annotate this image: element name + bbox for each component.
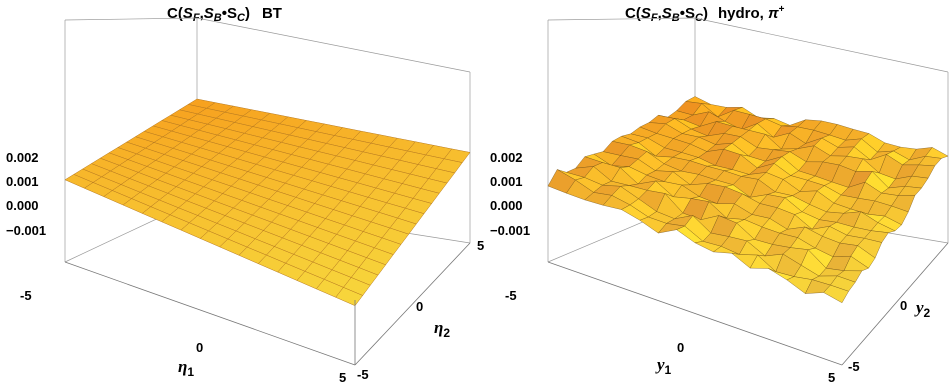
panel-bt-surface: [64, 98, 471, 307]
panel-bt-box-front: [64, 242, 471, 366]
panel-hydro-x-ticks: -5 0 5: [505, 288, 835, 383]
z-tick: 0.000: [6, 198, 39, 213]
surface-patch: [335, 287, 364, 307]
y-tick: -5: [848, 359, 860, 374]
panel-bt-z-ticks: 0.002 0.001 0.000 −0.001: [6, 150, 46, 238]
z-tick: 0.000: [490, 198, 523, 213]
panel-hydro: C(SF,SB•SC) hydro, π+ 0.002 0.001 0.000 −…: [490, 4, 949, 383]
panel-hydro-title: C(SF,SB•SC) hydro, π+: [625, 4, 785, 24]
panel-hydro-z-ticks: 0.002 0.001 0.000 −0.001: [490, 150, 530, 238]
x-tick: 5: [828, 370, 835, 383]
z-tick: 0.002: [490, 150, 523, 165]
panel-bt-title-text: C(SF,SB•SC) BT: [167, 5, 282, 24]
panel-hydro-surface: [547, 96, 949, 304]
x-tick: -5: [20, 288, 32, 303]
panel-hydro-y-ticks: -5 0: [848, 298, 907, 374]
x-tick: 0: [677, 340, 684, 355]
panel-hydro-ylabel: y2: [914, 298, 931, 320]
x-tick: 5: [339, 370, 346, 383]
panel-hydro-xlabel: y1: [655, 355, 672, 377]
z-tick: 0.001: [490, 174, 523, 189]
y-tick: 0: [416, 299, 423, 314]
z-tick: −0.001: [490, 223, 530, 238]
panel-hydro-title-text: C(SF,SB•SC) hydro, π+: [625, 4, 785, 24]
z-tick: 0.002: [6, 150, 39, 165]
z-tick: −0.001: [6, 223, 46, 238]
x-tick: 0: [196, 340, 203, 355]
y-tick: -5: [357, 367, 369, 382]
z-tick: 0.001: [6, 174, 39, 189]
x-tick: -5: [505, 288, 517, 303]
surface-patch: [823, 284, 849, 304]
panel-bt-xlabel: η1: [178, 357, 194, 379]
panel-hydro-box-front: [547, 242, 949, 366]
panel-bt: C(SF,SB•SC) BT 0.002 0.001 0.000 −0.001: [6, 5, 484, 383]
y-tick: 0: [900, 298, 907, 313]
panel-bt-ylabel: η2: [434, 318, 450, 340]
panel-bt-title: C(SF,SB•SC) BT: [167, 5, 282, 24]
panel-bt-x-ticks: -5 0 5: [20, 288, 346, 383]
panel-bt-y-ticks: -5 0 5: [357, 238, 484, 382]
y-tick: 5: [477, 238, 484, 253]
